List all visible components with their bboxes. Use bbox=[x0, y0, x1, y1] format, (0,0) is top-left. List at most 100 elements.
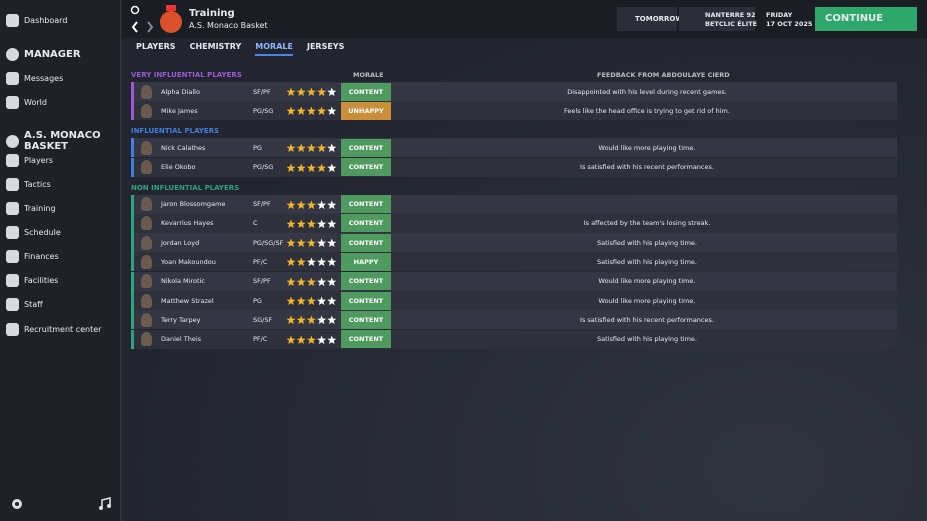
tabs: PLAYERS CHEMISTRY MORALE JERSEYS bbox=[136, 40, 344, 56]
star bbox=[286, 143, 296, 153]
nav-label: Recruitment center bbox=[24, 325, 102, 334]
rating-stars bbox=[286, 335, 337, 344]
star bbox=[296, 238, 306, 248]
avatar bbox=[141, 293, 152, 308]
star bbox=[327, 200, 337, 209]
morale-header: MORALE bbox=[353, 71, 384, 79]
player-name: Nick Calathes bbox=[161, 143, 206, 152]
nav-item[interactable]: Players bbox=[6, 154, 53, 167]
star bbox=[286, 277, 296, 286]
player-row[interactable]: Terry Tarpey SG/SF CONTENT Is satisfied wit… bbox=[131, 310, 897, 330]
position: PF/C bbox=[253, 335, 268, 344]
nav-icon bbox=[6, 96, 19, 109]
nav-label: Messages bbox=[24, 74, 64, 83]
feedback: Is satisfied with his recent performance… bbox=[580, 163, 714, 172]
player-row[interactable]: Matthew Strazel PG CONTENT Would like more … bbox=[131, 291, 897, 311]
player-row[interactable]: Mike James PG/SG UNHAPPY Feels like the hea… bbox=[131, 101, 897, 121]
player-name: Nikola Mirotic bbox=[161, 277, 205, 286]
nav-icon bbox=[6, 134, 19, 148]
morale-badge: CONTENT bbox=[341, 214, 391, 233]
avatar bbox=[141, 216, 152, 231]
avatar bbox=[141, 254, 152, 269]
star bbox=[317, 200, 327, 209]
date: FRIDAY 17 OCT 2025 bbox=[762, 7, 812, 31]
nav-label: Dashboard bbox=[24, 16, 68, 25]
feedback: Feels like the head office is trying to … bbox=[564, 106, 730, 115]
star bbox=[286, 200, 296, 209]
feedback: Satisfied with his playing time. bbox=[596, 257, 697, 266]
nav-item[interactable]: Messages bbox=[6, 72, 63, 85]
nav-item[interactable]: Training bbox=[6, 202, 56, 215]
day: FRIDAY bbox=[766, 11, 793, 19]
rating-stars bbox=[286, 296, 337, 306]
player-name: Mike James bbox=[161, 106, 198, 115]
nav-item[interactable]: World bbox=[6, 96, 47, 109]
star bbox=[306, 257, 316, 267]
player-row[interactable]: Nick Calathes PG CONTENT Would like more pl… bbox=[131, 138, 897, 158]
player-row[interactable]: Jaron Blossomgame SF/PF CONTENT bbox=[131, 194, 897, 214]
rating-stars bbox=[286, 277, 337, 286]
nav-icon bbox=[6, 72, 19, 85]
star bbox=[317, 238, 327, 248]
next-match[interactable]: TOMORROW bbox=[617, 7, 683, 31]
tab[interactable]: MORALE bbox=[255, 40, 293, 56]
position: PG bbox=[253, 296, 262, 305]
player-name: Terry Tarpey bbox=[161, 315, 201, 324]
opponent[interactable]: NANTERRE 92 BETCLIC ÉLITE bbox=[679, 7, 758, 31]
star bbox=[327, 87, 337, 96]
nav-item[interactable]: Recruitment center bbox=[6, 323, 101, 336]
league: BETCLIC ÉLITE bbox=[705, 20, 758, 28]
star bbox=[296, 106, 306, 116]
player-row[interactable]: Daniel Theis PF/C CONTENT Satisfied with hi… bbox=[131, 329, 897, 349]
nav-item[interactable]: Tactics bbox=[6, 178, 51, 191]
continue-button[interactable]: CONTINUE bbox=[815, 7, 917, 31]
header: Training A.S. Monaco Basket TOMORROW NAN… bbox=[122, 0, 927, 38]
star bbox=[296, 87, 306, 96]
group-label: NON INFLUENTIAL PLAYERS bbox=[131, 183, 240, 192]
star bbox=[306, 277, 316, 286]
tab[interactable]: JERSEYS bbox=[306, 42, 345, 51]
nav-item[interactable]: Dashboard bbox=[6, 14, 67, 27]
nav-icon bbox=[6, 323, 19, 336]
feedback: Is satisfied with his recent performance… bbox=[580, 315, 714, 324]
morale-badge: CONTENT bbox=[341, 272, 391, 291]
star bbox=[317, 219, 327, 228]
player-row[interactable]: Yoan Makoundou PF/C HAPPY Satisfied with hi… bbox=[131, 252, 897, 272]
star bbox=[327, 163, 337, 172]
player-row[interactable]: Elie Okobo PG/SG CONTENT Is satisfied with … bbox=[131, 157, 897, 177]
nav-item[interactable]: Finances bbox=[6, 250, 59, 263]
nav-icon bbox=[6, 274, 19, 287]
position: PG/SG bbox=[253, 163, 274, 172]
player-row[interactable]: Kevarrius Hayes C CONTENT Is affected by th… bbox=[131, 213, 897, 233]
music-icon[interactable] bbox=[98, 497, 112, 511]
settings-icon[interactable] bbox=[10, 497, 24, 511]
star bbox=[296, 296, 306, 306]
nav-label: Training bbox=[24, 204, 56, 213]
star bbox=[327, 315, 337, 325]
page-subtitle: A.S. Monaco Basket bbox=[189, 21, 268, 30]
nav-icon bbox=[6, 14, 19, 27]
group-label: INFLUENTIAL PLAYERS bbox=[131, 127, 220, 136]
nav-icons[interactable] bbox=[128, 4, 158, 36]
player-table: VERY INFLUENTIAL PLAYERS Alpha Diallo SF/P… bbox=[131, 69, 897, 349]
star bbox=[306, 296, 316, 306]
nav-item[interactable]: Schedule bbox=[6, 226, 61, 239]
tab[interactable]: CHEMISTRY bbox=[189, 42, 242, 51]
rating-stars bbox=[286, 238, 337, 248]
feedback: Would like more playing time. bbox=[598, 143, 696, 152]
sidebar: Dashboard MANAGER Messages World A.S. MONACO… bbox=[0, 0, 121, 521]
star bbox=[306, 163, 316, 172]
player-row[interactable]: Alpha Diallo SF/PF CONTENT Disappointed wit… bbox=[131, 82, 897, 101]
star bbox=[327, 257, 337, 267]
player-row[interactable]: Jordan Loyd PG/SG/SF CONTENT Satisfied with… bbox=[131, 233, 897, 253]
tab[interactable]: PLAYERS bbox=[136, 42, 176, 51]
star bbox=[306, 335, 316, 344]
player-row[interactable]: Nikola Mirotic SF/PF CONTENT Would like mor… bbox=[131, 271, 897, 291]
star bbox=[327, 106, 337, 116]
nav-item[interactable]: Facilities bbox=[6, 274, 58, 287]
feedback: Would like more playing time. bbox=[598, 296, 696, 305]
nav-label: MANAGER bbox=[24, 49, 81, 60]
nav-item[interactable]: Staff bbox=[6, 298, 43, 311]
star bbox=[327, 296, 337, 306]
